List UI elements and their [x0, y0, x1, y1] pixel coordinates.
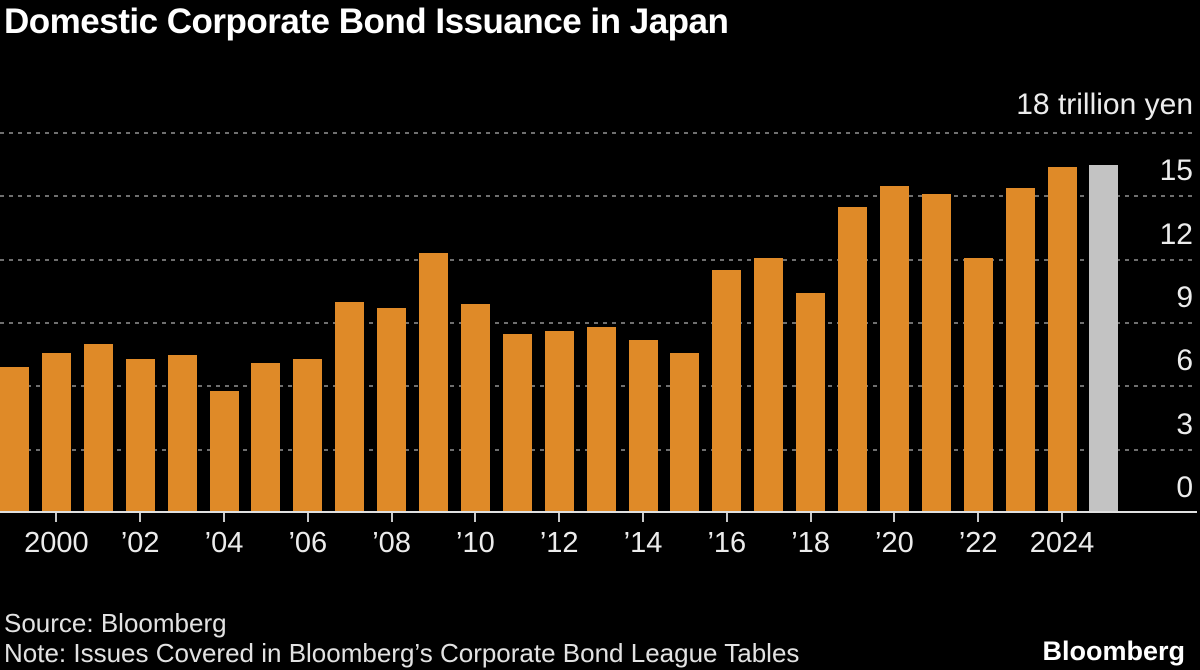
chart-title: Domestic Corporate Bond Issuance in Japa…: [4, 2, 729, 41]
bloomberg-logo: Bloomberg: [1042, 636, 1185, 666]
note-line: Note: Issues Covered in Bloomberg’s Corp…: [4, 638, 800, 668]
bar-2001: [83, 344, 113, 513]
x-tick-2020: [893, 513, 896, 522]
bar-2017: [754, 257, 784, 513]
x-tick-2000: [55, 513, 58, 522]
bar-2021: [921, 194, 951, 513]
bar-2012: [544, 331, 574, 513]
bar-2024: [1047, 166, 1077, 513]
x-tick-2006: [306, 513, 309, 522]
bar-2019: [838, 206, 867, 513]
gridline-12: [0, 258, 1197, 261]
bar-2022: [963, 257, 993, 513]
x-tick-label-2006: ’06: [288, 527, 328, 559]
x-tick-label-2018: ’18: [791, 527, 830, 559]
x-tick-2022: [977, 513, 980, 522]
x-tick-label-2022: ’22: [958, 527, 998, 559]
bar-2011: [502, 333, 532, 513]
bar-2005: [251, 363, 281, 513]
bar-2014: [628, 339, 658, 513]
x-tick-2018: [809, 513, 812, 522]
x-tick-label-2008: ’08: [372, 527, 411, 559]
x-axis-baseline: [0, 511, 1197, 513]
x-tick-label-2020: ’20: [875, 527, 914, 559]
y-tick-label-6: 6: [1176, 344, 1193, 378]
bar-2018: [796, 293, 826, 513]
gridline-9: [0, 322, 1197, 324]
x-tick-label-2004: ’04: [204, 527, 244, 559]
x-tick-2004: [223, 513, 225, 522]
x-tick-label-2012: ’12: [539, 527, 579, 559]
bar-2016: [712, 270, 742, 513]
bar-2002: [125, 358, 155, 513]
x-tick-label-2014: ’14: [623, 527, 663, 559]
y-tick-label-12: 12: [1159, 217, 1193, 251]
bar-2015: [670, 352, 700, 513]
x-tick-label-2000: 2000: [24, 527, 89, 559]
x-tick-2010: [474, 513, 477, 522]
source-line: Source: Bloomberg: [4, 608, 227, 638]
bar-2013: [586, 327, 616, 513]
y-tick-label-15: 15: [1159, 154, 1193, 188]
bar-2007: [335, 301, 365, 513]
bar-2000: [41, 352, 71, 513]
bar-2020: [879, 185, 909, 513]
y-axis-unit-label: 18 trillion yen: [1016, 88, 1193, 121]
y-tick-label-9: 9: [1176, 281, 1193, 314]
bar-2006: [293, 358, 323, 513]
x-tick-2008: [390, 513, 393, 522]
bar-2025: [1089, 164, 1119, 513]
bar-2009: [419, 253, 448, 513]
bar-2003: [167, 354, 197, 513]
x-tick-label-2010: ’10: [456, 527, 495, 559]
x-tick-2024: [1061, 513, 1063, 522]
y-tick-label-0: 0: [1176, 471, 1193, 504]
bar-2008: [377, 308, 407, 513]
x-tick-label-2024: 2024: [1029, 527, 1095, 559]
x-tick-label-2016: ’16: [707, 527, 747, 559]
x-tick-2012: [558, 513, 561, 522]
y-tick-label-3: 3: [1176, 407, 1193, 441]
bar-2023: [1005, 187, 1035, 513]
gridline-15: [0, 195, 1197, 198]
bar-1999: [0, 367, 29, 513]
x-tick-2016: [725, 513, 728, 522]
x-tick-2014: [642, 513, 644, 522]
gridline-18: [0, 132, 1197, 135]
x-tick-2002: [139, 513, 142, 522]
bar-2004: [209, 390, 239, 513]
bar-2010: [460, 304, 490, 513]
x-tick-label-2002: ’02: [120, 527, 160, 559]
